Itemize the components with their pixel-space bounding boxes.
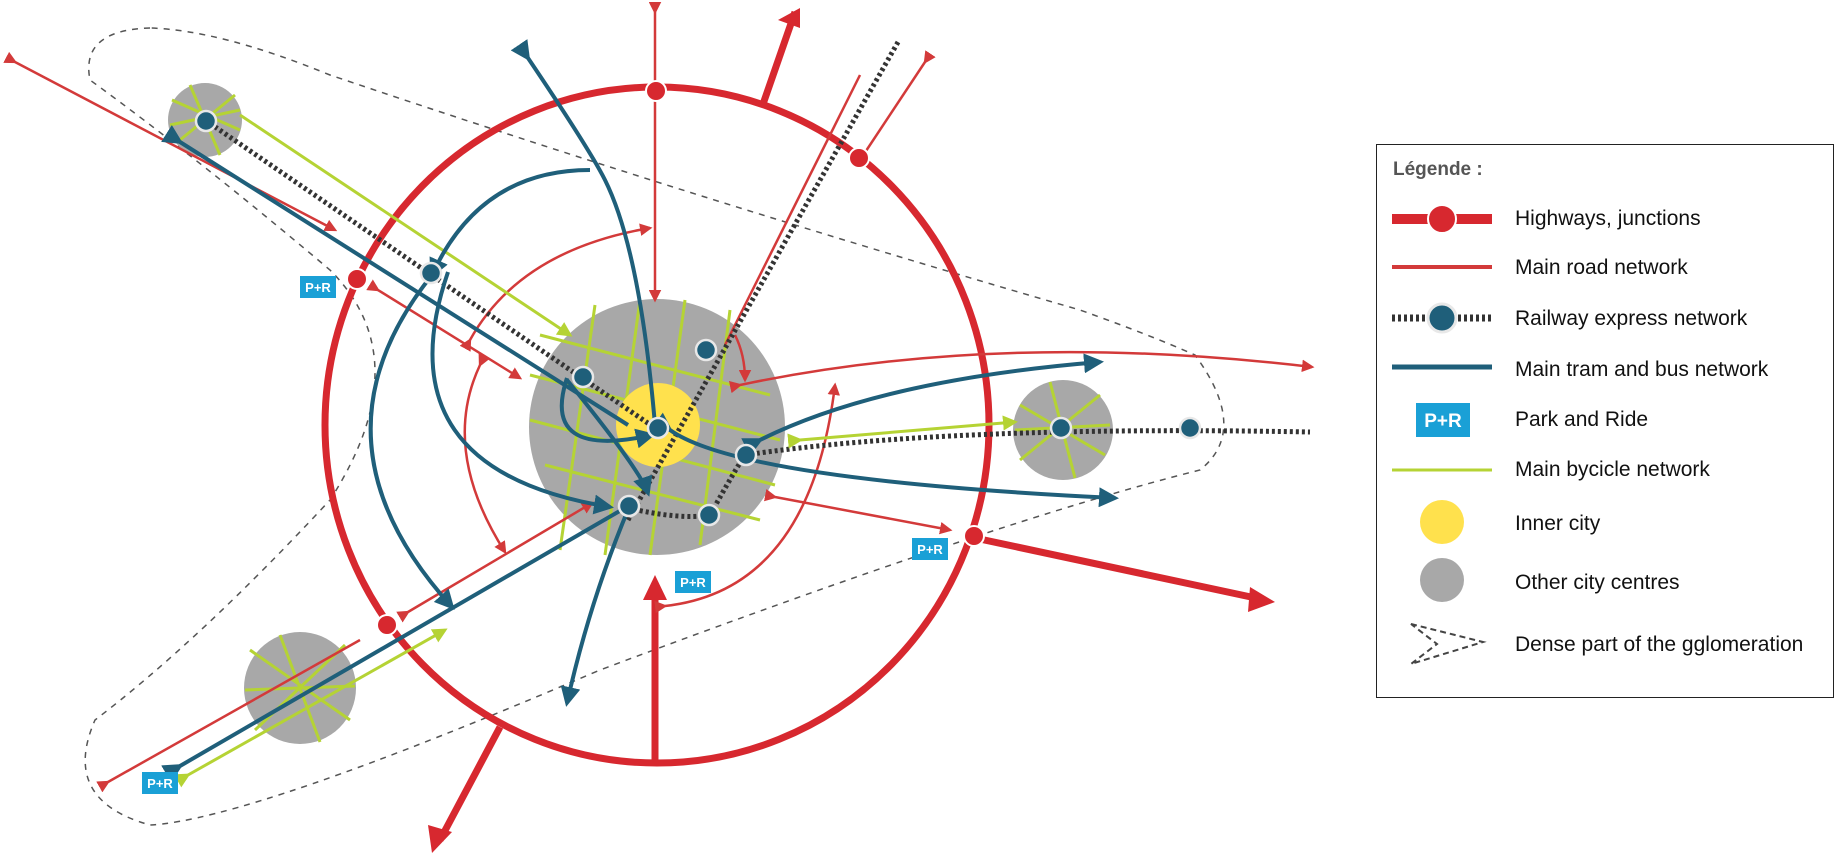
legend-label: Highways, junctions — [1515, 207, 1701, 230]
park-and-ride-badge: P+R — [675, 571, 711, 593]
legend: Légende : Highways, junctions Main road … — [1376, 144, 1834, 698]
legend-item-city-centres: Other city centres — [1377, 558, 1833, 608]
svg-text:P+R: P+R — [147, 776, 173, 791]
park-and-ride-icon: P+R — [1416, 403, 1470, 437]
legend-label: Main tram and bus network — [1515, 358, 1769, 381]
park-and-ride-markers: P+R P+R P+R P+R — [142, 276, 948, 794]
legend-item-park-ride: P+R Park and Ride — [1377, 395, 1833, 445]
legend-label: Inner city — [1515, 512, 1601, 535]
legend-item-dense-area: Dense part of the gglomeration — [1377, 620, 1833, 670]
park-and-ride-badge: P+R — [300, 276, 336, 298]
tram-bus-icon — [1392, 364, 1492, 370]
legend-label: Railway express network — [1515, 307, 1748, 330]
dense-area-icon — [1410, 623, 1487, 665]
legend-item-main-road: Main road network — [1377, 243, 1833, 293]
inner-city-icon — [1420, 500, 1464, 544]
highway-junction-icon — [1392, 204, 1492, 234]
legend-item-inner-city: Inner city — [1377, 499, 1833, 549]
svg-text:P+R: P+R — [305, 280, 331, 295]
svg-text:P+R: P+R — [680, 575, 706, 590]
other-city-centre-icon — [1420, 558, 1464, 602]
legend-item-tram-bus: Main tram and bus network — [1377, 345, 1833, 395]
legend-label: Main bycicle network — [1515, 458, 1710, 481]
park-and-ride-badge: P+R — [142, 772, 178, 794]
main-road-network — [3, 2, 1315, 793]
legend-label: Other city centres — [1515, 571, 1680, 594]
bicycle-network-icon — [1392, 468, 1492, 472]
legend-item-bicycle: Main bycicle network — [1377, 445, 1833, 495]
legend-label: Park and Ride — [1515, 408, 1649, 431]
legend-label: Dense part of the gglomeration — [1515, 633, 1804, 656]
main-road-icon — [1392, 265, 1492, 269]
railway-express-icon — [1392, 302, 1492, 334]
highway-spokes — [436, 10, 1266, 842]
svg-text:P+R: P+R — [1424, 411, 1462, 432]
main-tram-bus-network — [161, 39, 1119, 783]
legend-label: Main road network — [1515, 256, 1688, 279]
legend-item-railway: Railway express network — [1377, 294, 1833, 344]
park-and-ride-badge: P+R — [912, 538, 948, 560]
highway-junctions — [346, 80, 985, 636]
legend-item-highways: Highways, junctions — [1377, 194, 1833, 244]
legend-title: Légende : — [1393, 159, 1483, 180]
railway-stations — [194, 109, 1202, 527]
svg-text:P+R: P+R — [917, 542, 943, 557]
dense-agglomeration-outline — [84, 27, 1225, 826]
